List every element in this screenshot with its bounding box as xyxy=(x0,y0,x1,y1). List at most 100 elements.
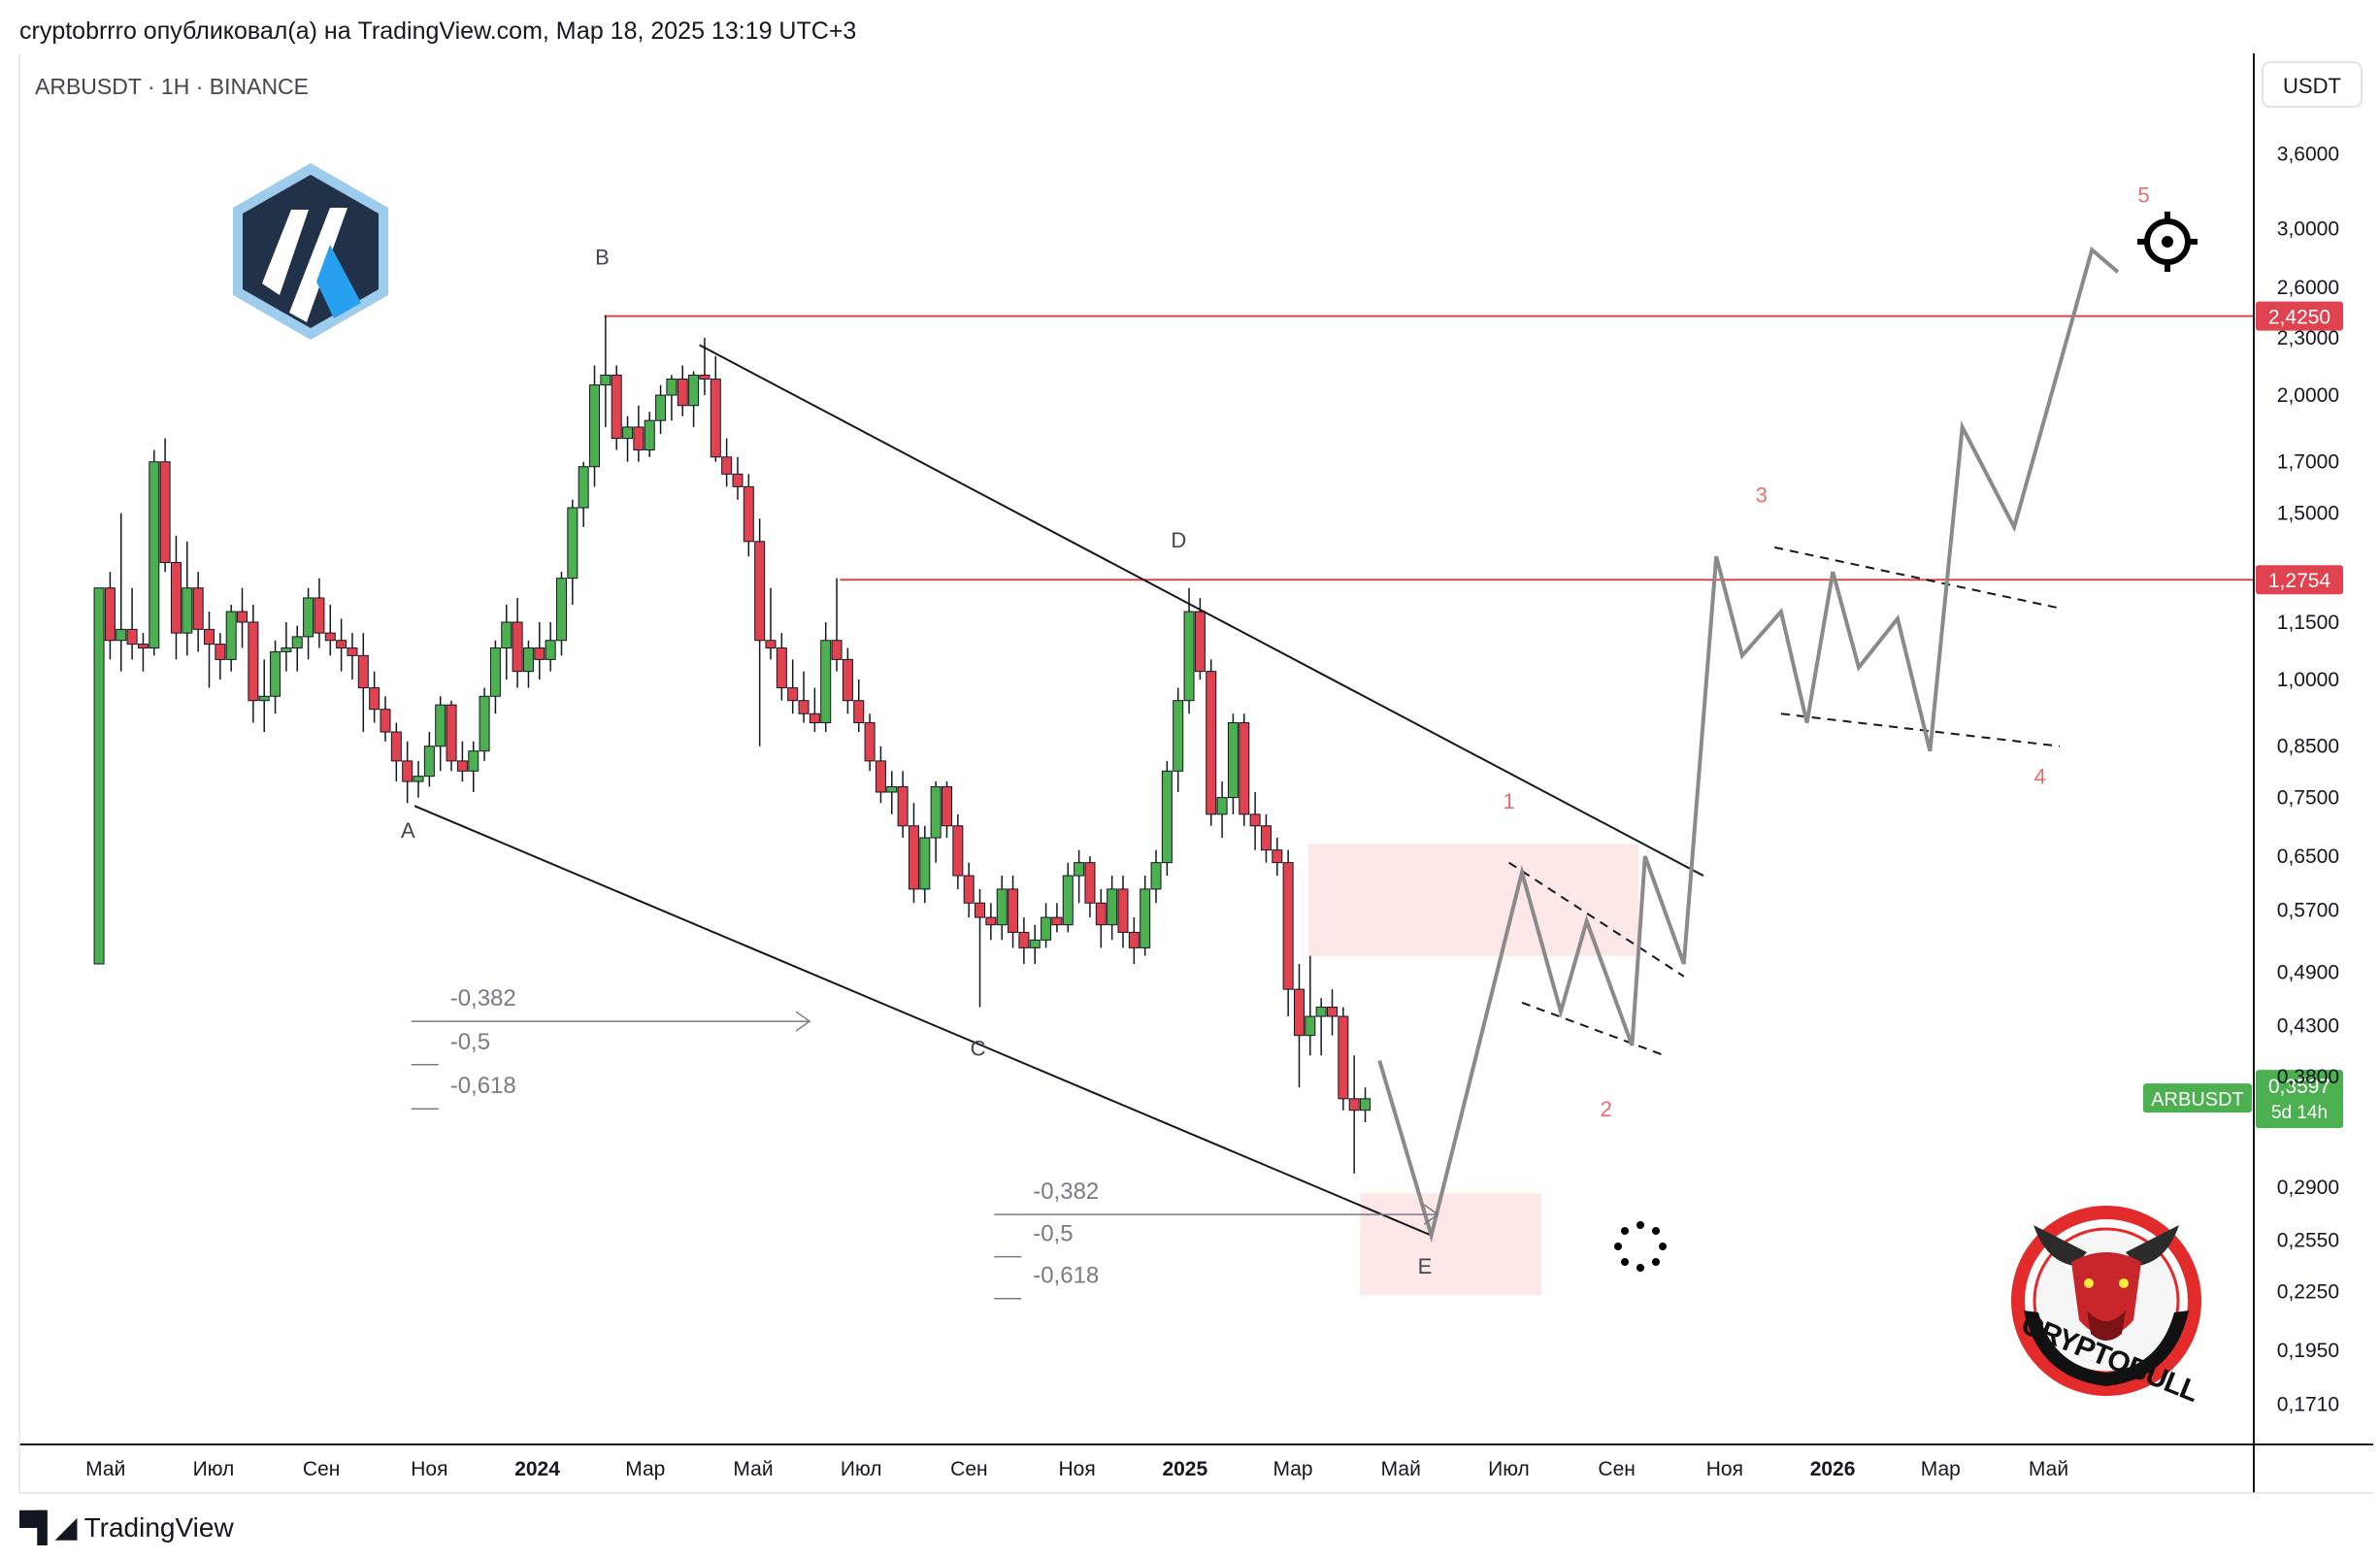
price-tick-label: 0,4900 xyxy=(2277,962,2339,984)
bear-candle xyxy=(347,647,358,656)
bull-candle xyxy=(1173,700,1184,772)
bear-candle xyxy=(456,760,468,772)
crosshair-icon[interactable] xyxy=(2137,212,2198,272)
fib-level-label: -0,382 xyxy=(450,985,516,1012)
bull-candle xyxy=(1107,888,1118,926)
bear-candle xyxy=(512,621,523,673)
bull-candle xyxy=(1029,939,1041,948)
time-tick-label: Июл xyxy=(841,1458,882,1480)
price-tick-label: 0,2900 xyxy=(2277,1177,2339,1199)
bull-candle xyxy=(666,378,678,396)
time-tick-label: 2026 xyxy=(1810,1458,1856,1480)
wave-label: 3 xyxy=(1756,483,1768,508)
bear-candle xyxy=(864,722,876,762)
symbol-title[interactable]: ARBUSDT · 1H · BINANCE xyxy=(35,74,309,99)
bear-candle xyxy=(765,640,777,648)
wedge-trendline xyxy=(413,805,1432,1237)
price-tick-label: 0,3800 xyxy=(2277,1066,2339,1088)
bull-candle xyxy=(291,636,303,648)
bear-candle xyxy=(952,825,964,877)
bull-candle xyxy=(655,394,667,421)
bear-candle xyxy=(390,731,402,762)
bear-candle xyxy=(237,611,248,623)
bull-candle xyxy=(1150,862,1162,890)
bear-candle xyxy=(357,654,369,689)
time-tick-label: Сен xyxy=(303,1458,340,1480)
current-price-label: 0,3597 xyxy=(2268,1076,2330,1098)
bear-candle xyxy=(534,647,545,660)
bull-candle xyxy=(303,597,314,638)
price-level-tag xyxy=(2256,301,2343,331)
bull-candle xyxy=(522,647,534,673)
tradingview-brand[interactable]: ▀▌◢ TradingView xyxy=(19,1510,234,1544)
bear-candle xyxy=(908,825,919,890)
fib-level-label: -0,5 xyxy=(450,1029,490,1055)
bull-candle xyxy=(1041,916,1052,941)
pattern-point-label: A xyxy=(401,818,415,843)
bull-candle xyxy=(555,578,567,642)
tradingview-wordmark: TradingView xyxy=(83,1511,234,1542)
bear-candle xyxy=(159,461,171,563)
bear-candle xyxy=(1249,813,1261,827)
symbol-tag-label: ARBUSDT xyxy=(2151,1089,2244,1111)
bear-candle xyxy=(1260,825,1272,851)
bear-candle xyxy=(941,785,952,827)
bear-candle xyxy=(809,713,820,724)
time-tick-label: Июл xyxy=(193,1458,235,1480)
bear-candle xyxy=(1018,931,1030,948)
elliott-projection-path xyxy=(1377,246,2120,1244)
bull-candle xyxy=(1161,770,1173,864)
price-level-tag-label: 1,2754 xyxy=(2268,570,2331,592)
time-tick-label: 2024 xyxy=(514,1458,560,1480)
pattern-point-label: D xyxy=(1171,528,1186,552)
publication-header: cryptobrrro опубликовал(а) на TradingVie… xyxy=(19,17,857,45)
currency-button-label: USDT xyxy=(2283,74,2341,98)
currency-button[interactable]: USDT xyxy=(2262,61,2363,108)
wave-label: 2 xyxy=(1601,1097,1612,1121)
bear-candle xyxy=(1095,902,1107,926)
price-tick-label: 1,5000 xyxy=(2277,503,2339,525)
bull-candle xyxy=(489,647,501,697)
time-tick-label: Ноя xyxy=(1059,1458,1096,1480)
bear-candle xyxy=(126,628,138,646)
price-tick-label: 1,1500 xyxy=(2277,612,2339,634)
bull-candle xyxy=(435,704,446,747)
bear-candle xyxy=(402,760,413,782)
bear-candle xyxy=(1239,722,1250,815)
price-tick-label: 0,4300 xyxy=(2277,1015,2339,1038)
bear-candle xyxy=(1338,1015,1349,1100)
bear-candle xyxy=(1206,671,1217,815)
time-tick-label: Сен xyxy=(1598,1458,1635,1480)
bull-candle xyxy=(281,647,292,652)
fib-level-label: -0,618 xyxy=(1033,1263,1099,1289)
bull-candle xyxy=(930,785,942,839)
bear-candle xyxy=(633,426,645,450)
bull-candle xyxy=(1360,1098,1372,1111)
bear-candle xyxy=(875,760,886,793)
bull-candle xyxy=(1216,797,1228,815)
bull-candle xyxy=(1305,1015,1316,1037)
time-tick-label: Май xyxy=(733,1458,773,1480)
bull-candle xyxy=(1062,875,1074,926)
bull-candle xyxy=(622,426,634,440)
price-tick-label: 0,6500 xyxy=(2277,846,2339,868)
bear-candle xyxy=(446,704,457,762)
bear-candle xyxy=(732,473,744,487)
price-tick-label: 0,2250 xyxy=(2277,1280,2339,1303)
pattern-point-label: B xyxy=(595,245,610,269)
bear-candle xyxy=(743,485,754,543)
price-tick-label: 2,3000 xyxy=(2277,327,2339,349)
bull-candle xyxy=(501,621,512,648)
bear-candle xyxy=(1327,1007,1339,1017)
bear-candle xyxy=(897,785,909,827)
bear-candle xyxy=(754,541,766,642)
loading-spinner-icon xyxy=(1614,1221,1667,1272)
time-tick-label: 2025 xyxy=(1162,1458,1207,1480)
time-tick-label: Ноя xyxy=(411,1458,447,1480)
price-tick-label: 0,1950 xyxy=(2277,1340,2339,1362)
bull-candle xyxy=(996,888,1008,926)
bear-candle xyxy=(1293,988,1305,1037)
price-tick-label: 2,0000 xyxy=(2277,384,2339,407)
wedge-trendline xyxy=(699,344,1704,877)
